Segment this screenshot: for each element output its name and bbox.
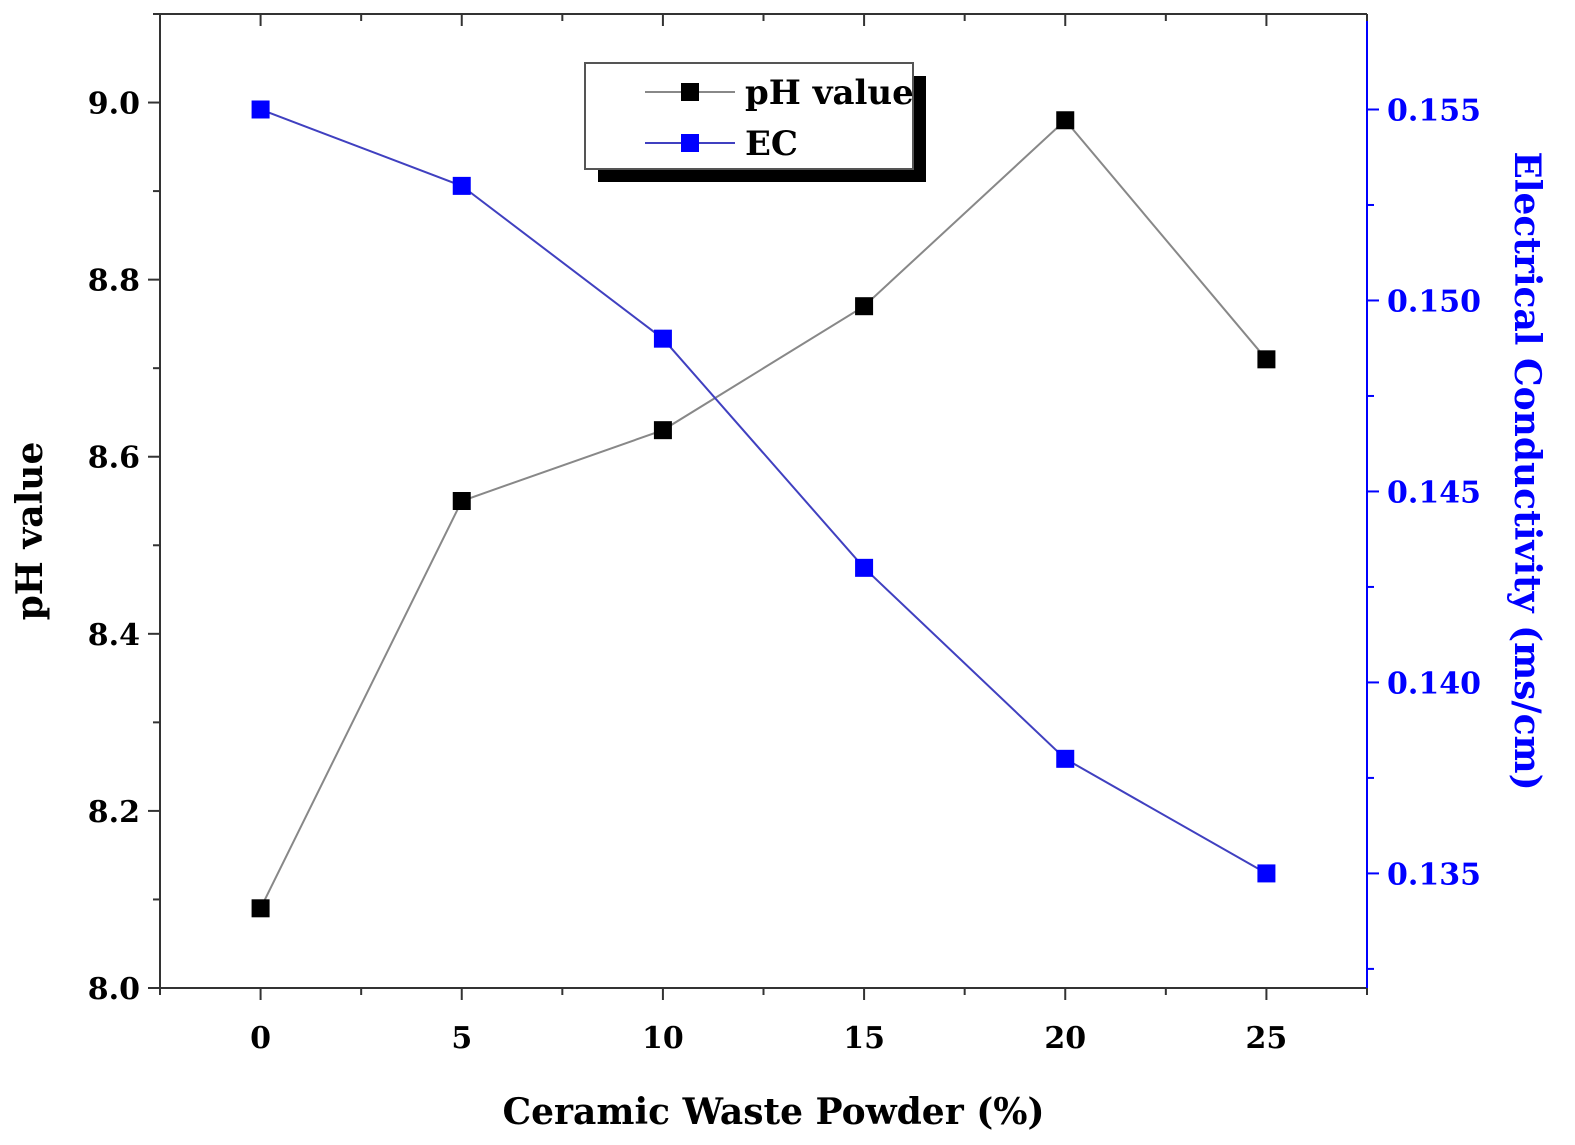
y-left-tick-label: 8.2	[88, 795, 140, 830]
ph-point	[1056, 111, 1075, 130]
y-axis-right: 0.135 0.140 0.145 0.150 0.155	[1367, 93, 1481, 970]
y-right-tick-label: 0.135	[1387, 857, 1481, 892]
y-left-tick-label: 8.0	[88, 972, 140, 1007]
legend-ec-marker	[681, 134, 699, 152]
ec-point	[1056, 749, 1075, 768]
legend-ph-marker	[681, 83, 699, 101]
y-left-tick-label: 9.0	[88, 87, 140, 122]
y-left-tick-label: 8.8	[88, 264, 140, 299]
x-tick-label: 20	[1044, 1021, 1086, 1056]
ec-point	[855, 558, 874, 577]
y-right-tick-label: 0.150	[1387, 284, 1481, 319]
series-markers	[251, 100, 1276, 918]
ph-point	[452, 492, 471, 510]
y-left-tick-label: 8.4	[88, 618, 140, 653]
x-axis: 0 5 10 15 20 25	[159, 14, 1368, 1056]
y-right-tick-label: 0.140	[1387, 666, 1481, 701]
ph-point	[653, 421, 672, 440]
x-tick-label: 25	[1246, 1021, 1288, 1056]
y-right-tick-label: 0.145	[1387, 475, 1481, 510]
series-lines	[259, 108, 1268, 909]
ph-point	[251, 899, 270, 918]
y-axis-right-title: Electrical Conductivity (ms/cm)	[1506, 151, 1548, 790]
legend-ec-label: EC	[745, 124, 798, 164]
x-tick-label: 10	[642, 1021, 684, 1056]
y-axis-left: 8.0 8.2 8.4 8.6 8.8 9.0	[88, 13, 160, 1007]
ph-point	[1257, 350, 1276, 369]
legend: pH value EC	[584, 62, 926, 182]
y-axis-left-title: pH value	[9, 442, 51, 621]
x-axis-title: Ceramic Waste Powder (%)	[503, 1091, 1045, 1133]
legend-ph-label: pH value	[745, 73, 914, 113]
y-right-tick-label: 0.155	[1387, 93, 1481, 128]
series-line-ec	[260, 108, 1267, 875]
ec-point	[251, 100, 270, 119]
y-left-tick-label: 8.6	[88, 441, 140, 476]
series-line-ph	[259, 118, 1268, 909]
x-tick-label: 0	[250, 1021, 271, 1056]
ec-point	[452, 176, 471, 195]
ph-point	[855, 297, 874, 316]
x-tick-label: 15	[843, 1021, 885, 1056]
x-tick-label: 5	[451, 1021, 472, 1056]
ec-point	[1257, 864, 1276, 883]
ec-point	[653, 329, 672, 348]
legend-box	[584, 62, 914, 170]
